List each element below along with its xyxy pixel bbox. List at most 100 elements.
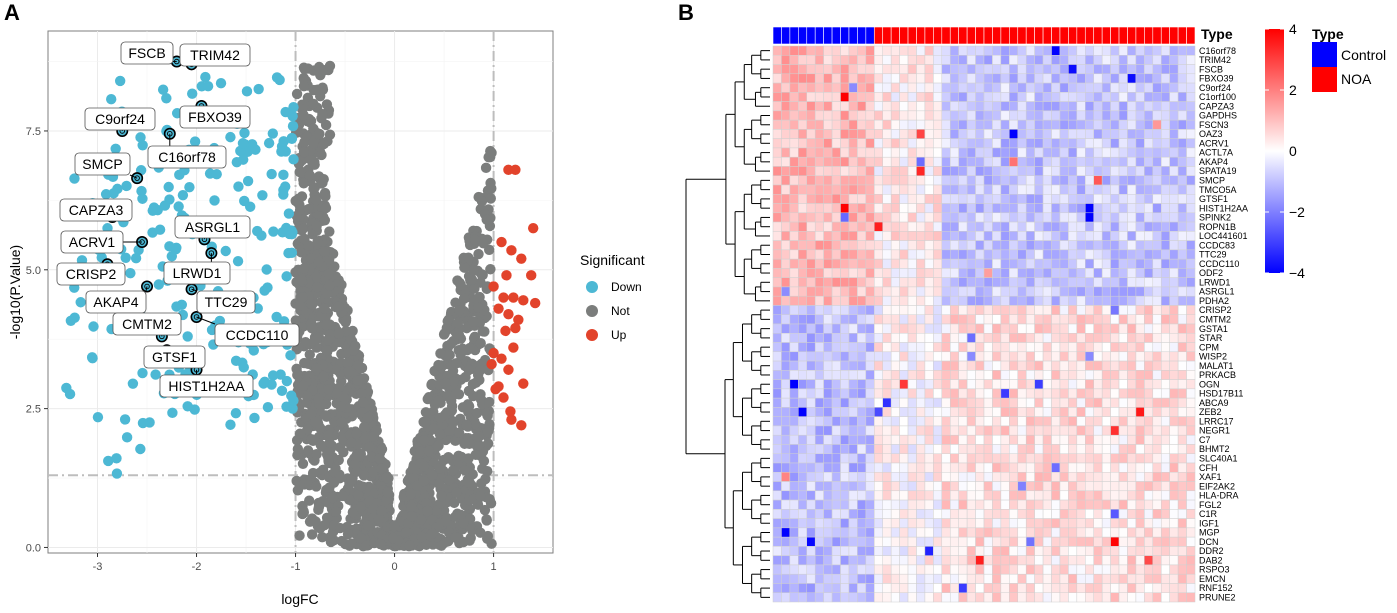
heatmap-cell bbox=[1042, 444, 1052, 454]
heatmap-cell bbox=[806, 370, 816, 380]
not-significant-point bbox=[333, 301, 344, 313]
heatmap-cell bbox=[882, 194, 892, 204]
heatmap-cell bbox=[1144, 203, 1154, 214]
heatmap-cell bbox=[865, 138, 875, 149]
down-point bbox=[244, 201, 256, 212]
heatmap-cell bbox=[916, 147, 926, 158]
heatmap-cell bbox=[789, 166, 799, 176]
heatmap-cell bbox=[1025, 129, 1035, 139]
heatmap-cell bbox=[857, 407, 867, 417]
heatmap-cell bbox=[1093, 55, 1103, 65]
heatmap-cell bbox=[848, 509, 858, 519]
not-significant-point bbox=[486, 147, 497, 159]
heatmap-cell bbox=[840, 156, 850, 167]
heatmap-cell bbox=[1177, 481, 1187, 492]
labeled-gene-point-core bbox=[134, 175, 140, 181]
heatmap-cell bbox=[924, 212, 934, 223]
heatmap-cell bbox=[916, 73, 926, 84]
heatmap-cell bbox=[823, 82, 833, 93]
heatmap-cell bbox=[814, 555, 824, 566]
labeled-gene-point bbox=[185, 283, 198, 296]
heatmap-cell bbox=[992, 314, 1002, 325]
heatmap-cell bbox=[924, 203, 934, 214]
heatmap-cell bbox=[907, 509, 917, 519]
heatmap-cell bbox=[975, 351, 985, 362]
down-point bbox=[106, 94, 117, 105]
heatmap-cell bbox=[1160, 481, 1170, 492]
heatmap-cell bbox=[992, 536, 1002, 547]
not-significant-point bbox=[459, 262, 470, 273]
heatmap-cell bbox=[1017, 258, 1027, 269]
not-significant-point bbox=[418, 435, 430, 446]
heatmap-cell bbox=[798, 73, 808, 84]
heatmap-cell bbox=[831, 509, 841, 519]
annotation-cell bbox=[1127, 26, 1137, 45]
heatmap-cell bbox=[1118, 268, 1128, 278]
not-significant-point bbox=[291, 210, 302, 222]
heatmap-cell bbox=[966, 490, 976, 501]
not-significant-point bbox=[486, 183, 497, 194]
heatmap-cell bbox=[1076, 416, 1086, 427]
heatmap-cell bbox=[933, 453, 943, 464]
heatmap-cell bbox=[1034, 194, 1044, 204]
heatmap-cell bbox=[823, 379, 833, 390]
heatmap-cell bbox=[1144, 425, 1154, 436]
heatmap-cell bbox=[1068, 184, 1078, 195]
heatmap-cell bbox=[1025, 481, 1035, 492]
heatmap-cell bbox=[857, 397, 867, 408]
gene-label: FSCB bbox=[128, 45, 165, 61]
heatmap-cell bbox=[772, 490, 782, 501]
heatmap-cell bbox=[1127, 314, 1137, 325]
heatmap-cell bbox=[789, 119, 799, 130]
heatmap-cell bbox=[890, 453, 900, 464]
not-significant-point bbox=[318, 371, 330, 382]
heatmap-cell bbox=[1025, 499, 1035, 510]
heatmap-cell bbox=[1127, 203, 1137, 214]
gene-label: HIST1H2AA bbox=[168, 378, 245, 394]
heatmap-cell bbox=[1059, 64, 1069, 75]
heatmap-cell bbox=[840, 434, 850, 445]
heatmap-cell bbox=[840, 490, 850, 501]
not-significant-point bbox=[298, 80, 310, 92]
heatmap-cell bbox=[1059, 527, 1069, 538]
heatmap-cell bbox=[924, 397, 934, 408]
heatmap-cell bbox=[975, 129, 985, 139]
not-significant-point bbox=[433, 359, 444, 371]
heatmap-cell bbox=[966, 45, 976, 56]
up-point bbox=[498, 292, 509, 303]
heatmap-cell bbox=[1186, 286, 1196, 297]
heatmap-cell bbox=[949, 323, 959, 334]
heatmap-cell bbox=[949, 546, 959, 556]
heatmap-cell bbox=[1068, 249, 1078, 260]
heatmap-cell bbox=[1085, 481, 1094, 492]
heatmap-cell bbox=[1017, 342, 1027, 353]
heatmap-cell bbox=[899, 499, 909, 510]
heatmap-cell bbox=[1076, 462, 1086, 473]
not-significant-point bbox=[450, 532, 461, 543]
heatmap-cell bbox=[1093, 45, 1103, 56]
not-significant-point bbox=[324, 280, 335, 291]
not-significant-point bbox=[358, 421, 370, 433]
heatmap-cell bbox=[983, 249, 993, 260]
heatmap-cell bbox=[1059, 231, 1069, 241]
heatmap-cell bbox=[1042, 92, 1052, 102]
heatmap-cell bbox=[1177, 258, 1187, 269]
heatmap-cell bbox=[1059, 45, 1069, 56]
heatmap-cell bbox=[949, 397, 959, 408]
heatmap-cell bbox=[1025, 351, 1035, 362]
heatmap-cell bbox=[1127, 305, 1137, 315]
heatmap-cell bbox=[1093, 388, 1103, 399]
heatmap-cell bbox=[1118, 147, 1128, 158]
heatmap-cell bbox=[814, 194, 824, 204]
heatmap-cell bbox=[789, 268, 799, 278]
heatmap-cell bbox=[1076, 221, 1086, 232]
heatmap-cell bbox=[772, 444, 782, 454]
heatmap-cell bbox=[992, 333, 1002, 343]
heatmap-cell bbox=[899, 110, 909, 121]
heatmap-cell bbox=[966, 388, 976, 399]
heatmap-cell bbox=[1093, 175, 1103, 186]
heatmap-cell bbox=[1009, 518, 1019, 529]
heatmap-cell bbox=[781, 110, 791, 121]
heatmap-cell bbox=[831, 499, 841, 510]
heatmap-cell bbox=[958, 249, 968, 260]
